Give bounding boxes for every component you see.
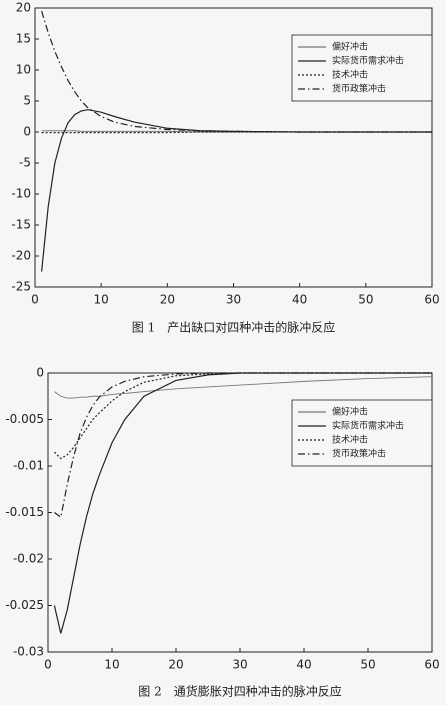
x-tick-label: 40 [296, 658, 311, 672]
legend-label: 货币政策冲击 [332, 83, 386, 95]
y-tick-label: -0.015 [5, 505, 44, 519]
legend-label: 偏好冲击 [332, 406, 368, 418]
x-tick-label: 60 [424, 293, 439, 307]
x-tick-label: 0 [31, 293, 39, 307]
x-tick-label: 20 [160, 293, 175, 307]
series-line [53, 372, 432, 634]
y-tick-label: -20 [11, 249, 31, 263]
legend-box [291, 34, 433, 102]
series-line [41, 10, 432, 133]
legend-box [291, 399, 433, 467]
y-tick-label: -0.03 [13, 645, 44, 659]
y-tick-label: 0 [36, 366, 44, 380]
x-tick-label: 0 [44, 658, 52, 672]
y-tick-label: -0.02 [13, 552, 44, 566]
y-tick-label: 0 [23, 125, 31, 139]
x-tick-label: 50 [358, 293, 373, 307]
x-tick-label: 60 [424, 658, 439, 672]
chart-caption: 图 1 产出缺口对四种冲击的脉冲反应 [132, 320, 335, 335]
x-tick-label: 50 [360, 658, 375, 672]
legend-label: 偏好冲击 [332, 41, 368, 53]
y-tick-label: 20 [16, 1, 31, 15]
series-line [54, 376, 433, 399]
legend-label: 实际货币需求冲击 [332, 55, 404, 67]
y-tick-label: -0.005 [5, 412, 44, 426]
y-tick-label: 15 [16, 32, 31, 46]
y-tick-label: -5 [19, 156, 31, 170]
y-tick-label: -15 [11, 218, 31, 232]
x-tick-label: 10 [94, 293, 109, 307]
legend-label: 技术冲击 [332, 434, 368, 446]
y-tick-label: -0.01 [13, 459, 44, 473]
y-tick-label: -10 [11, 187, 31, 201]
y-tick-label: -25 [11, 280, 31, 294]
series-line [54, 372, 432, 519]
chart-caption: 图 2 通货膨胀对四种冲击的脉冲反应 [138, 684, 341, 699]
x-tick-label: 30 [226, 293, 241, 307]
y-tick-label: 10 [16, 63, 31, 77]
y-tick-label: 5 [23, 94, 31, 108]
legend-label: 货币政策冲击 [332, 448, 386, 460]
x-tick-label: 20 [168, 658, 183, 672]
legend-label: 实际货币需求冲击 [332, 420, 404, 432]
series-line [41, 109, 432, 272]
y-tick-label: -0.025 [5, 598, 44, 612]
x-tick-label: 40 [292, 293, 307, 307]
x-tick-label: 10 [104, 658, 119, 672]
legend-label: 技术冲击 [332, 69, 368, 81]
x-tick-label: 30 [232, 658, 247, 672]
